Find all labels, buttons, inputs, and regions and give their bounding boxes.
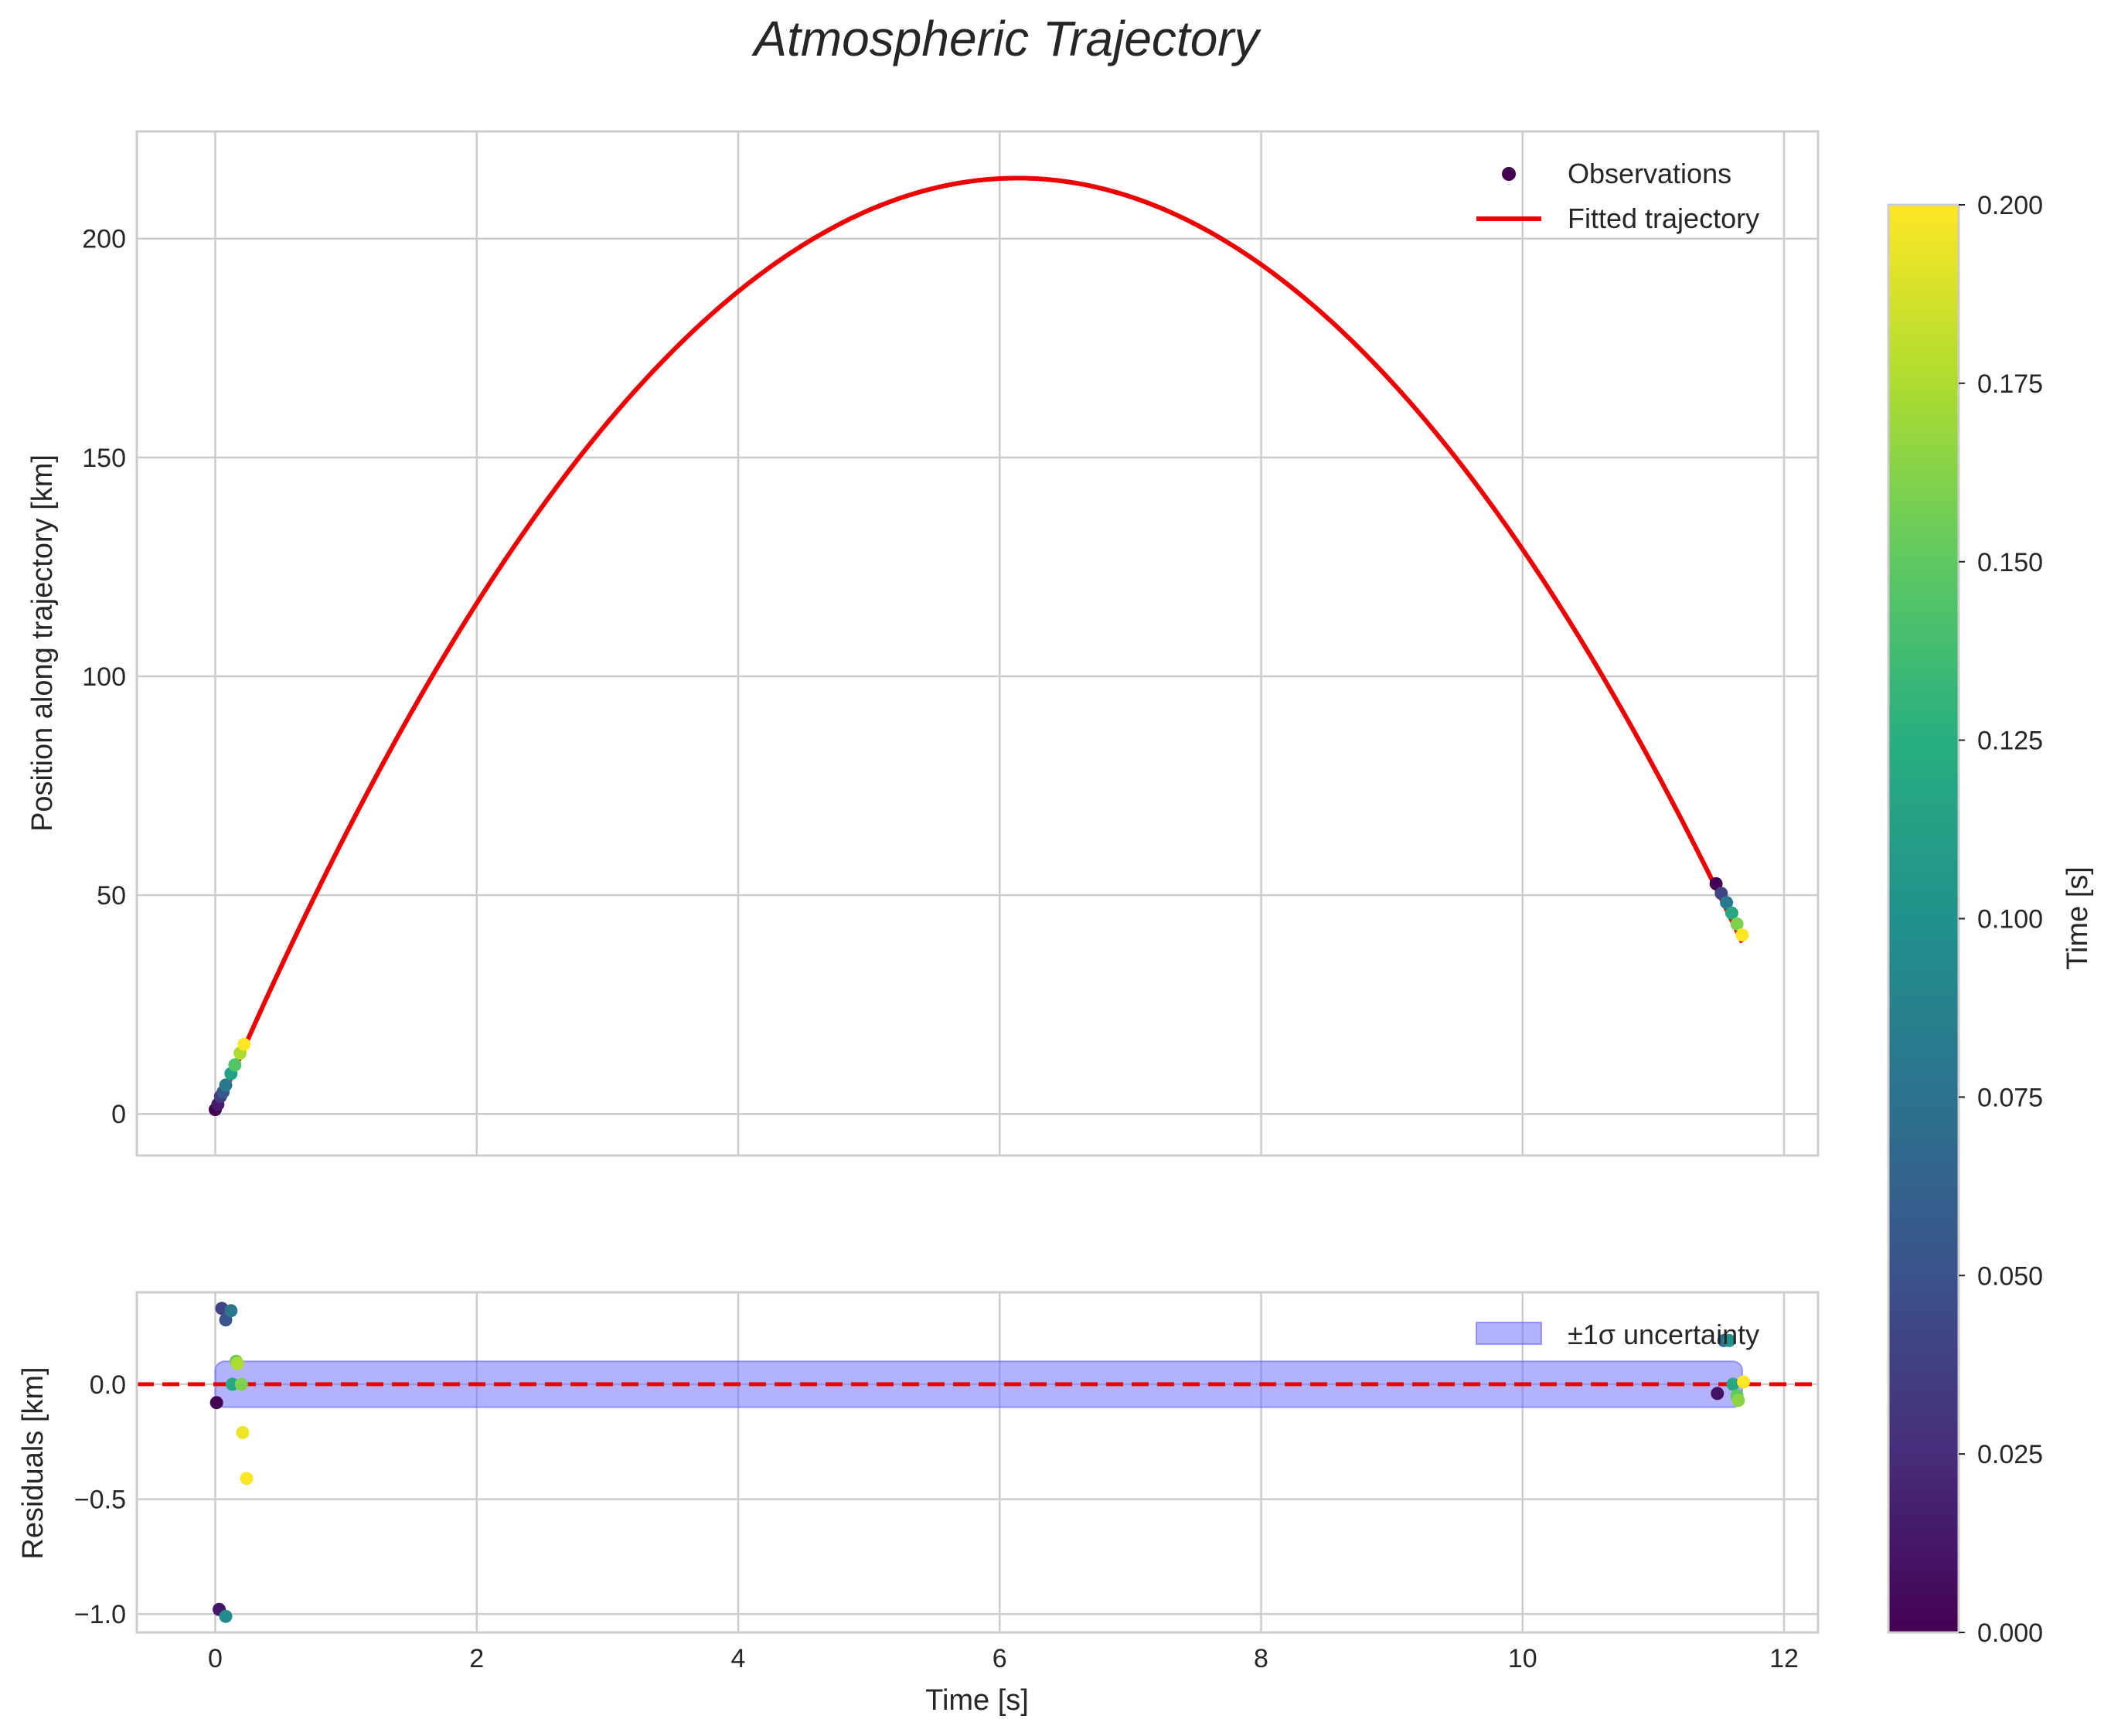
colorbar: 0.000 0.025 0.050 0.075 0.100 0.125 0.150 0.175… (1887, 191, 2094, 1648)
colorbar-tick-label: 0.200 (1977, 191, 2043, 220)
residual-point (1726, 1377, 1740, 1391)
legend-observations-label: Observations (1568, 158, 1731, 189)
observation-point (1725, 906, 1738, 920)
residuals-plot-frame (135, 1291, 1820, 1634)
colorbar-tick-label: 0.075 (1977, 1083, 2043, 1112)
residuals-y-axis-label: Residuals [km] (17, 1367, 49, 1559)
residuals-y-tick-label: −0.5 (74, 1486, 126, 1515)
colorbar-tick-label: 0.175 (1977, 369, 2043, 399)
x-axis-label: Time [s] (925, 1684, 1029, 1717)
residual-point (1711, 1387, 1725, 1401)
residuals-x-tick-label: 12 (1769, 1644, 1799, 1673)
top-legend: Observations Fitted trajectory (1476, 158, 1759, 234)
top-y-tick-labels: 0 50 100 150 200 (82, 225, 126, 1129)
top-y-tick-label: 200 (82, 225, 126, 254)
observation-point (1735, 928, 1749, 942)
colorbar-tick-labels: 0.000 0.025 0.050 0.075 0.100 0.125 0.150 0.175… (1959, 191, 2043, 1648)
top-y-tick-label: 50 (97, 881, 126, 911)
residuals-x-tick-label: 8 (1254, 1644, 1268, 1673)
top-y-axis-label: Position along trajectory [km] (26, 454, 59, 832)
observation-point (219, 1078, 233, 1092)
residuals-y-tick-labels: 0.0 −0.5 −1.0 (74, 1370, 126, 1629)
top-plot-background (137, 131, 1818, 1156)
residuals-y-tick-label: −1.0 (74, 1600, 126, 1629)
residuals-x-tick-label: 4 (731, 1644, 746, 1673)
top-plot-frame (135, 130, 1820, 1157)
residual-point (230, 1356, 244, 1370)
residual-point (219, 1609, 233, 1623)
top-y-tick-label: 150 (82, 444, 126, 473)
residuals-x-tick-label: 10 (1508, 1644, 1537, 1673)
residuals-x-tick-label: 2 (469, 1644, 484, 1673)
top-y-tick-label: 0 (111, 1100, 126, 1129)
residuals-plot-background (137, 1292, 1818, 1632)
colorbar-gradient (1887, 203, 1960, 1634)
top-gridlines (137, 131, 1818, 1156)
residual-point (236, 1425, 250, 1439)
top-plot-panel: 0 50 100 150 200 Position along trajectory [… (26, 130, 1820, 1157)
colorbar-tick-label: 0.025 (1977, 1440, 2043, 1469)
chart-title: Atmospheric Trajectory (751, 11, 1261, 66)
fitted-trajectory-group (213, 175, 1745, 1115)
colorbar-tick-label: 0.125 (1977, 727, 2043, 756)
observation-point (1709, 877, 1723, 890)
observation-points (208, 877, 1749, 1117)
legend-band-label: ±1σ uncertainty (1568, 1319, 1759, 1350)
residual-point (1722, 1333, 1736, 1347)
fitted-trajectory-line (213, 175, 1745, 1115)
residual-point (224, 1304, 238, 1318)
observation-point (228, 1058, 242, 1072)
residual-point (209, 1396, 223, 1410)
residuals-plot-panel: 0 2 4 6 8 10 12 0.0 −0.5 −1.0 Time [s] Residuals… (17, 1291, 1820, 1717)
residual-point (225, 1377, 239, 1391)
top-y-tick-label: 100 (82, 662, 126, 692)
legend-fit-label: Fitted trajectory (1568, 203, 1759, 234)
residual-point (234, 1377, 248, 1391)
residual-point (1737, 1375, 1751, 1389)
uncertainty-band-group (137, 1360, 1818, 1408)
residuals-x-tick-label: 6 (993, 1644, 1007, 1673)
residuals-y-tick-label: 0.0 (90, 1370, 126, 1400)
legend-observations-marker (1502, 167, 1516, 181)
colorbar-tick-label: 0.050 (1977, 1261, 2043, 1291)
legend-band-swatch (1476, 1322, 1542, 1345)
observation-point (1720, 896, 1734, 910)
colorbar-label: Time [s] (2062, 866, 2094, 970)
residual-points (209, 1302, 1751, 1623)
colorbar-tick-label: 0.000 (1977, 1619, 2043, 1648)
observation-point (237, 1037, 251, 1051)
colorbar-tick-label: 0.100 (1977, 905, 2043, 934)
observation-point (1730, 917, 1744, 931)
colorbar-tick-label: 0.150 (1977, 548, 2043, 577)
residuals-legend: ±1σ uncertainty (1476, 1319, 1759, 1350)
residual-point (1731, 1394, 1745, 1408)
residual-point (240, 1472, 254, 1486)
residuals-x-tick-label: 0 (208, 1644, 223, 1673)
residuals-x-tick-labels: 0 2 4 6 8 10 12 (208, 1644, 1799, 1673)
